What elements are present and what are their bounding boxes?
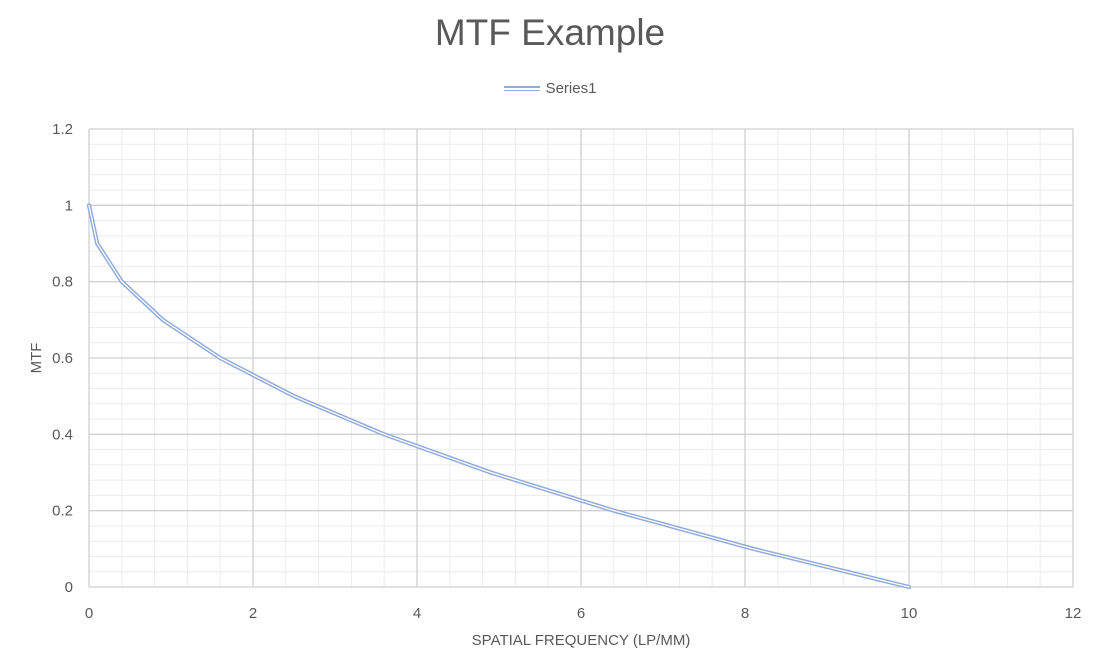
legend: Series1 [0, 80, 1100, 97]
y-tick-label: 0.2 [52, 503, 73, 520]
x-tick-label: 2 [249, 605, 257, 622]
y-tick-label: 1 [65, 197, 73, 214]
y-tick-label: 0.4 [52, 426, 73, 443]
x-tick-label: 6 [577, 605, 585, 622]
y-tick-label: 1.2 [52, 121, 73, 138]
y-axis-title: MTF [28, 343, 45, 374]
x-tick-label: 8 [741, 605, 749, 622]
legend-label-series1: Series1 [545, 80, 597, 97]
y-tick-label: 0.8 [52, 274, 73, 291]
series-line-inner [88, 204, 910, 588]
x-tick-label: 10 [901, 605, 918, 622]
y-tick-label: 0 [65, 579, 73, 596]
series-line [86, 203, 912, 590]
series-lines [86, 203, 912, 590]
x-tick-label: 4 [413, 605, 421, 622]
x-tick-label: 12 [1065, 605, 1082, 622]
x-tick-labels: 0 2 4 6 8 10 12 [85, 605, 1082, 622]
y-tick-label: 0.6 [52, 350, 73, 367]
grid [88, 128, 1074, 588]
x-axis-title: SPATIAL FREQUENCY (LP/MM) [472, 632, 691, 649]
chart-title: MTF Example [434, 12, 666, 53]
y-tick-labels: 0 0.2 0.4 0.6 0.8 1 1.2 [52, 121, 73, 596]
legend-swatch-series1 [503, 85, 540, 92]
x-tick-label: 0 [85, 605, 93, 622]
